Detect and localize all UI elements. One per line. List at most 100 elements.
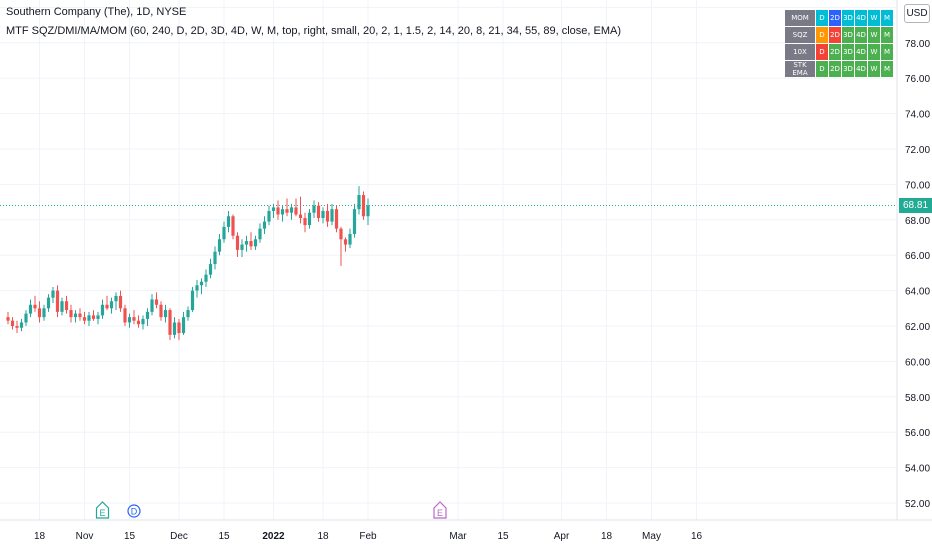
- mtf-cell: 3D: [842, 44, 854, 60]
- event-label: D: [131, 507, 138, 517]
- candle: [181, 311, 186, 335]
- candle: [6, 311, 10, 325]
- candle: [285, 198, 289, 217]
- candle: [163, 304, 168, 323]
- y-tick-label: 62.00: [905, 322, 930, 333]
- candle-body: [123, 308, 127, 323]
- candle-body: [159, 304, 163, 318]
- mtf-cell: 4D: [855, 44, 867, 60]
- candle: [60, 297, 64, 316]
- candle-body: [145, 311, 150, 319]
- symbol-legend[interactable]: Southern Company (The), 1D, NYSE: [6, 6, 187, 18]
- candle-body: [73, 313, 78, 318]
- candle: [226, 210, 231, 233]
- mtf-cell: 2D: [829, 61, 841, 77]
- candle-body: [136, 320, 141, 325]
- candle: [235, 232, 240, 257]
- mtf-row: MOM D 2D 3D 4D W M: [785, 10, 893, 26]
- candle: [366, 198, 370, 226]
- candle: [280, 205, 285, 222]
- time-axis[interactable]: 18 Nov 15 Dec 15 2022 18 Feb Mar 15 Apr 18 May 16: [34, 531, 703, 542]
- candle: [249, 232, 253, 250]
- candle-body: [168, 310, 172, 335]
- mtf-cell: M: [881, 27, 893, 43]
- candle: [159, 301, 163, 321]
- candle-body: [64, 301, 69, 311]
- candle-body: [105, 304, 109, 309]
- earnings-upcoming-icon[interactable]: E: [433, 501, 447, 519]
- candle-body: [357, 195, 361, 210]
- mtf-cell: 3D: [842, 10, 854, 26]
- candle: [51, 287, 55, 303]
- candle: [132, 310, 136, 325]
- candle: [114, 292, 118, 311]
- earnings-icon[interactable]: E: [95, 501, 110, 519]
- candle: [78, 308, 82, 321]
- candle-body: [352, 209, 357, 234]
- candle: [334, 205, 339, 233]
- candle: [208, 258, 213, 279]
- candle-body: [154, 299, 159, 305]
- candle-body: [262, 221, 267, 229]
- candle: [24, 310, 28, 326]
- candle: [105, 295, 109, 311]
- candle: [262, 216, 267, 234]
- indicator-legend[interactable]: MTF SQZ/DMI/MA/MOM (60, 240, D, 2D, 3D, …: [6, 25, 622, 37]
- x-tick-label: 15: [218, 531, 230, 542]
- candle-body: [87, 315, 91, 321]
- y-tick-label: 74.00: [905, 110, 930, 121]
- candle: [96, 311, 100, 325]
- candle: [316, 202, 321, 222]
- mtf-cell: 4D: [855, 10, 867, 26]
- earnings-marker-shape: [95, 501, 110, 519]
- event-label: E: [99, 508, 105, 518]
- mtf-cell: W: [868, 10, 880, 26]
- candle: [343, 237, 348, 252]
- x-tick-label: 18: [34, 531, 46, 542]
- candle: [348, 228, 352, 249]
- candle-body: [42, 308, 46, 318]
- candle-body: [10, 320, 15, 326]
- candle: [37, 301, 42, 323]
- dividend-icon[interactable]: D: [127, 504, 141, 518]
- dividend-marker-shape: [127, 504, 141, 518]
- candle-body: [127, 317, 132, 323]
- y-tick-label: 56.00: [905, 428, 930, 439]
- candle: [357, 186, 361, 215]
- candle: [276, 200, 280, 220]
- candle-body: [33, 304, 37, 309]
- candle-body: [213, 251, 217, 265]
- candle-body: [199, 281, 204, 286]
- x-tick-label: 15: [124, 531, 136, 542]
- mtf-row-label: STK EMA: [785, 61, 815, 77]
- candle: [244, 235, 249, 252]
- y-tick-label: 78.00: [905, 39, 930, 50]
- y-tick-label: 66.00: [905, 251, 930, 262]
- candle-body: [298, 214, 303, 219]
- y-tick-label: 76.00: [905, 74, 930, 85]
- candle: [253, 235, 258, 250]
- candle-body: [303, 218, 307, 226]
- currency-badge[interactable]: USD: [904, 4, 930, 23]
- candle: [19, 318, 24, 332]
- price-axis[interactable]: 52.00 54.00 56.00 58.00 60.00 62.00 64.00 66.00…: [905, 3, 930, 510]
- x-tick-label: 18: [601, 531, 613, 542]
- candle-body: [190, 290, 195, 311]
- mtf-cell: 4D: [855, 27, 867, 43]
- x-tick-label: 15: [497, 531, 509, 542]
- candle: [172, 317, 177, 339]
- candle-body: [51, 290, 55, 298]
- candle: [15, 320, 19, 334]
- candle-body: [118, 295, 123, 309]
- candle-body: [240, 244, 244, 250]
- candle: [150, 294, 154, 316]
- candle-body: [312, 205, 316, 213]
- candle-body: [204, 274, 208, 282]
- x-tick-label: Dec: [170, 531, 188, 542]
- candle: [213, 246, 217, 270]
- candle-body: [276, 207, 280, 215]
- candle: [321, 207, 325, 224]
- candle-body: [82, 317, 87, 321]
